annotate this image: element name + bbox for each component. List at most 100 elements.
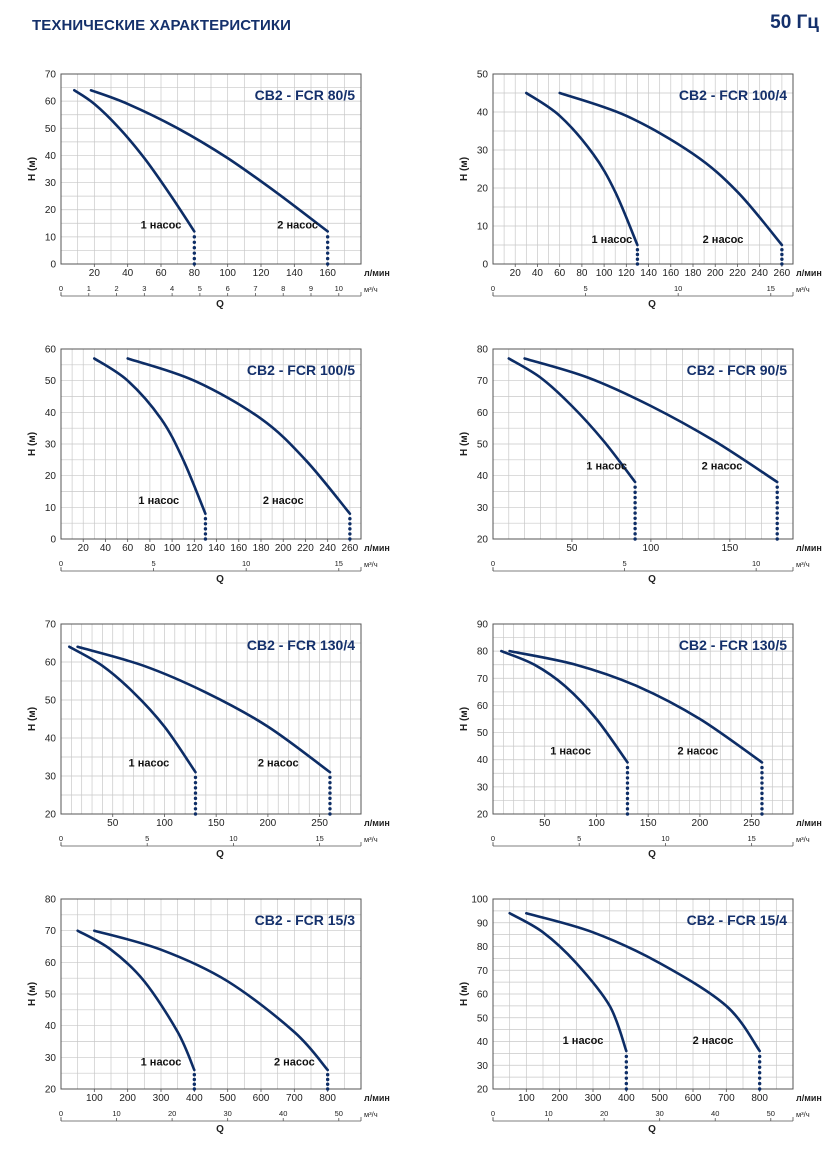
x-axis-label: Q — [648, 574, 656, 585]
x-tick-label: 20 — [78, 543, 90, 554]
drop-dot — [633, 521, 637, 526]
x-tick-label: 100 — [219, 268, 236, 279]
x-unit-label: л/мин — [364, 1093, 390, 1103]
drop-dot — [325, 1077, 330, 1082]
drop-dot — [780, 252, 784, 257]
x-tick-label: 400 — [618, 1093, 635, 1104]
drop-dot — [775, 532, 779, 536]
plot-frame — [492, 623, 794, 815]
x-tick-label: 60 — [155, 268, 167, 279]
y-tick-label: 30 — [45, 440, 57, 451]
x2-tick-label: 15 — [315, 834, 323, 843]
x-tick-label: 80 — [189, 268, 201, 279]
x2-tick-label: 6 — [226, 284, 230, 293]
drop-dot — [625, 807, 630, 811]
series-label-2: 2 насос — [702, 460, 743, 472]
y-tick-label: 50 — [45, 124, 57, 135]
drop-dot — [192, 1087, 197, 1091]
x-tick-label: 250 — [743, 818, 760, 829]
y-tick-label: 60 — [477, 990, 489, 1001]
x2-unit-label: м³/ч — [364, 1110, 378, 1119]
drop-dot — [633, 516, 637, 520]
y-tick-label: 20 — [45, 1085, 57, 1096]
drop-dot — [193, 786, 198, 790]
x-tick-label: 800 — [751, 1093, 768, 1104]
drop-dot — [780, 257, 784, 261]
x-tick-label: 180 — [253, 543, 270, 554]
x-tick-label: 50 — [566, 543, 578, 554]
drop-dot — [193, 780, 198, 785]
drop-dot — [328, 812, 332, 816]
drop-dot — [757, 1054, 762, 1059]
drop-dot — [780, 248, 784, 252]
drop-dot — [760, 765, 764, 770]
y-tick-label: 20 — [477, 535, 489, 546]
series-curve-2 — [508, 649, 764, 764]
drop-dot — [633, 501, 637, 505]
series-curve-2 — [89, 89, 329, 233]
series-curve-1 — [507, 357, 637, 484]
drop-dot — [193, 791, 198, 795]
y-tick-label: 20 — [477, 1085, 489, 1096]
drop-dot — [625, 786, 630, 790]
drop-dot — [325, 1082, 330, 1086]
x-tick-label: 150 — [208, 818, 225, 829]
y-tick-label: 20 — [45, 810, 57, 821]
x2-tick-label: 0 — [491, 284, 495, 293]
drop-dot — [328, 786, 332, 790]
drop-dot — [328, 796, 332, 801]
plot-frame — [60, 348, 362, 540]
x-tick-label: 700 — [718, 1093, 735, 1104]
chart-title: CB2 - FCR 80/5 — [255, 87, 356, 103]
x2-tick-label: 15 — [747, 834, 755, 843]
x2-tick-label: 1 — [87, 284, 91, 293]
x-tick-label: 200 — [275, 543, 292, 554]
drop-dot — [757, 1087, 762, 1091]
x-tick-label: 20 — [89, 268, 101, 279]
x-tick-label: 60 — [122, 543, 134, 554]
series-curve-2 — [93, 929, 329, 1072]
series-curve-1 — [508, 912, 628, 1053]
x-tick-label: 260 — [774, 268, 791, 279]
y-axis-label: H (м) — [459, 157, 470, 181]
drop-dot — [625, 801, 630, 806]
y-tick-label: 40 — [477, 755, 489, 766]
x-tick-label: 40 — [532, 268, 544, 279]
drop-dot — [193, 807, 198, 811]
x2-tick-label: 20 — [600, 1109, 608, 1118]
drop-dot — [203, 517, 208, 521]
drop-dot — [625, 796, 630, 801]
drop-dot — [775, 490, 779, 495]
y-tick-label: 40 — [45, 1021, 57, 1032]
drop-dot — [757, 1081, 762, 1086]
drop-dot — [192, 1082, 197, 1086]
x2-unit-label: м³/ч — [796, 835, 810, 844]
y-tick-label: 50 — [477, 70, 489, 81]
chart-fcr-15-4: 20 30 40 50 60 70 80 90 100 H (м) 100 200 300 400 500 6… — [448, 887, 837, 1167]
chart-title: CB2 - FCR 15/3 — [255, 912, 356, 928]
drop-dot — [348, 522, 352, 526]
x-tick-label: 260 — [342, 543, 359, 554]
drop-dot — [757, 1065, 762, 1069]
x2-tick-label: 4 — [170, 284, 174, 293]
y-tick-label: 70 — [45, 926, 57, 937]
drop-dot — [348, 517, 352, 521]
x2-unit-label: м³/ч — [364, 285, 378, 294]
y-tick-label: 40 — [477, 471, 489, 482]
x-tick-label: 250 — [311, 818, 328, 829]
x2-tick-label: 5 — [145, 834, 149, 843]
drop-dot — [635, 262, 640, 266]
y-tick-label: 70 — [45, 620, 57, 631]
x-tick-label: 120 — [618, 268, 635, 279]
drop-dot — [203, 537, 208, 541]
y-tick-label: 70 — [477, 376, 489, 387]
drop-dot — [192, 235, 197, 239]
x-tick-label: 700 — [286, 1093, 303, 1104]
drop-dot — [760, 801, 764, 806]
plot-frame — [492, 898, 794, 1090]
x-tick-label: 50 — [539, 818, 551, 829]
x-unit-label: л/мин — [796, 1093, 822, 1103]
y-tick-label: 20 — [45, 205, 57, 216]
series-curve-2 — [126, 357, 352, 515]
x2-tick-label: 2 — [114, 284, 118, 293]
